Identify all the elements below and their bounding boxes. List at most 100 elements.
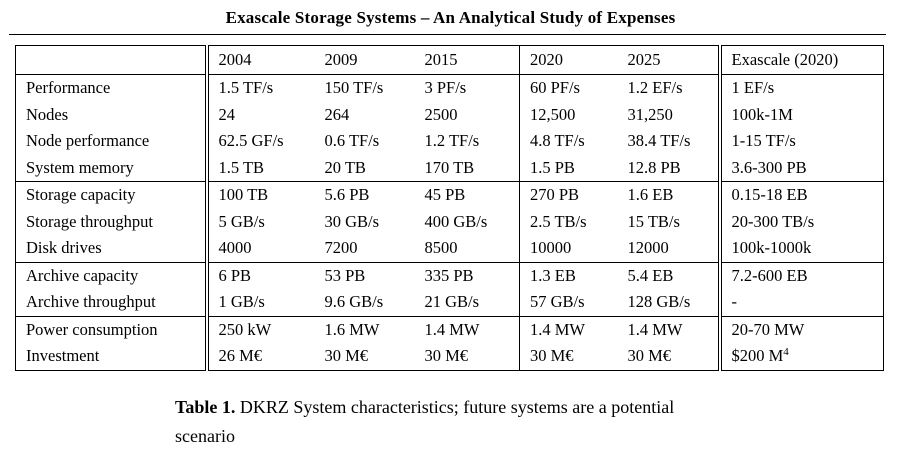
table-cell: 24	[207, 102, 315, 129]
cell-value: 53 PB	[324, 265, 366, 285]
table-cell: 264	[315, 102, 415, 129]
table-cell: 4.8 TF/s	[519, 128, 618, 155]
table-cell: 1.5 TB	[207, 155, 315, 182]
table-cell: 1-15 TF/s	[717, 128, 884, 155]
table-cell: 38.4 TF/s	[618, 128, 720, 155]
table-cell: 100k-1000k	[717, 235, 884, 262]
table-cell: 12,500	[519, 101, 618, 128]
row-label: Nodes	[15, 101, 209, 128]
cell-value: 21 GB/s	[424, 292, 480, 311]
table-cell: 0.6 TF/s	[315, 128, 415, 155]
table-cell: 5.6 PB	[314, 181, 415, 209]
cell-value: 30 M€	[424, 346, 469, 365]
cell-value: -	[731, 292, 738, 311]
cell-value: 1.5 TF/s	[218, 78, 274, 97]
cell-value: 15 TB/s	[627, 211, 680, 231]
table-row: Disk drives 4000 7200 8500 10000 12000 100k-10…	[15, 235, 884, 262]
cell-value: 3.6-300 PB	[731, 157, 807, 177]
table-cell: 30 M€	[415, 343, 520, 370]
table-cell: 1.6 MW	[314, 315, 415, 343]
cell-value: 62.5 GF/s	[218, 131, 284, 150]
table-cell: 2500	[415, 102, 520, 129]
table-cell: 12000	[618, 235, 720, 262]
cell-value: 1.2 EF/s	[627, 78, 683, 97]
cell-value: 1.6 EB	[627, 185, 674, 204]
table-cell: 8500	[415, 235, 520, 262]
table-row: Performance 1.5 TF/s 150 TF/s 3 PF/s 60 PF/s…	[15, 74, 884, 102]
cell-value: 3 PF/s	[424, 78, 467, 97]
cell-value: 6 PB	[218, 265, 252, 285]
table-cell: 270 PB	[519, 181, 618, 209]
table-body: 2004 2009 2015 2020 2025 Exascale (2020)…	[15, 45, 884, 370]
table-cell: 57 GB/s	[519, 289, 618, 316]
cell-value: 7.2-600 EB	[731, 265, 808, 285]
cell-value: 8500	[424, 238, 458, 257]
table-row: Power consumption 250 kW 1.6 MW 1.4 MW 1.4 M…	[15, 315, 884, 343]
cell-value: 264	[324, 104, 350, 124]
caption-label: Table 1.	[175, 397, 236, 417]
table-cell: 20 TB	[315, 155, 415, 182]
table-cell: 7200	[315, 235, 415, 262]
table-row: Archive capacity 6 PB 53 PB 335 PB 1.3 EB 5.4…	[15, 261, 884, 289]
cell-value: 0.6 TF/s	[324, 131, 380, 150]
row-label: System memory	[15, 154, 209, 182]
cell-value: 100k-1M	[731, 104, 793, 124]
cell-value: 30 GB/s	[324, 211, 380, 231]
cell-value: 24	[218, 104, 236, 124]
cell-value: 57 GB/s	[530, 292, 585, 311]
cell-value: 20-300 TB/s	[731, 211, 815, 231]
table-cell: 20-300 TB/s	[717, 208, 884, 235]
table-cell: 170 TB	[415, 155, 520, 182]
page-title: Exascale Storage Systems – An Analytical…	[225, 8, 676, 27]
table-cell: 53 PB	[314, 261, 415, 289]
cell-value: 4.8 TF/s	[530, 131, 585, 150]
cell-value: 12,500	[530, 104, 576, 124]
row-label: Node performance	[15, 128, 209, 155]
cell-value: 9.6 GB/s	[324, 292, 384, 311]
cell-value: 1-15 TF/s	[731, 131, 796, 150]
cell-value: 30 M€	[324, 346, 369, 365]
cell-value: 31,250	[627, 104, 673, 124]
column-header: 2004	[206, 45, 315, 75]
cell-value: 5 GB/s	[218, 211, 265, 231]
table-cell: 128 GB/s	[618, 289, 720, 316]
table-cell: 30 M€	[618, 343, 720, 370]
row-label: Performance	[15, 74, 209, 102]
cell-value: 250 kW	[218, 319, 272, 339]
table-cell: 1.4 MW	[617, 315, 720, 343]
table-cell: 45 PB	[414, 181, 520, 209]
table-cell: 100k-1M	[717, 101, 884, 128]
row-label: Archive throughput	[15, 289, 209, 316]
column-header: 2015	[414, 45, 520, 75]
table-cell: 12.8 PB	[618, 155, 720, 182]
table-cell: $200 M4	[717, 343, 884, 370]
footnote-marker: 4	[783, 346, 789, 358]
table-cell: 7.2-600 EB	[717, 261, 884, 289]
cell-value: 170 TB	[424, 157, 475, 177]
table-cell: 1.3 EB	[519, 261, 618, 289]
table-header-row: 2004 2009 2015 2020 2025 Exascale (2020)	[15, 45, 884, 75]
table-row: System memory 1.5 TB 20 TB 170 TB 1.5 PB 12.8…	[15, 154, 884, 182]
table-cell: 10000	[519, 235, 618, 262]
cell-value: 0.15-18 EB	[731, 185, 808, 204]
table-cell: 1.5 PB	[519, 154, 618, 182]
table-caption: Table 1. DKRZ System characteristics; fu…	[175, 393, 735, 451]
cell-value: 30 M€	[530, 346, 574, 365]
table-cell: 1.4 MW	[414, 315, 520, 343]
table-cell: 400 GB/s	[415, 209, 520, 236]
cell-value: 400 GB/s	[424, 211, 488, 231]
table-cell: 1 EF/s	[717, 74, 884, 102]
header-corner-cell	[15, 45, 209, 75]
table-cell: 20-70 MW	[717, 315, 884, 343]
table-cell: 1.5 TF/s	[207, 75, 315, 102]
table-cell: 335 PB	[414, 261, 520, 289]
table-cell: 15 TB/s	[618, 209, 720, 236]
table-cell: 1.2 TF/s	[415, 128, 520, 155]
cell-value: 30 M€	[627, 346, 672, 365]
table-cell: 3.6-300 PB	[717, 154, 884, 182]
cell-value: 128 GB/s	[627, 292, 691, 311]
table-cell: 1.4 MW	[519, 315, 618, 343]
column-header: Exascale (2020)	[717, 45, 884, 75]
cell-value: 1 EF/s	[731, 78, 775, 97]
table-cell: 3 PF/s	[415, 75, 520, 102]
